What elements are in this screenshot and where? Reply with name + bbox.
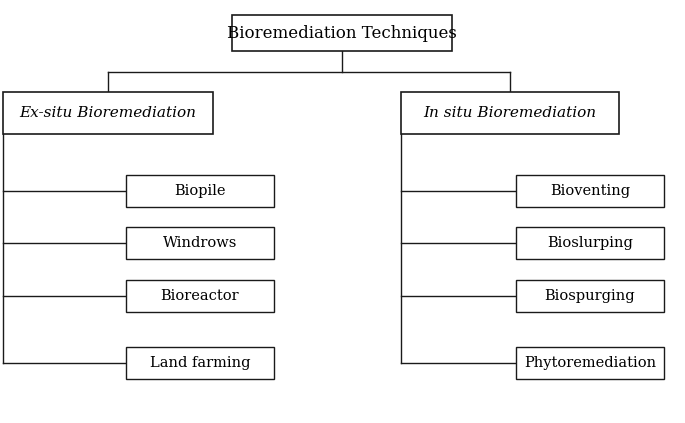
- Text: Bioreactor: Bioreactor: [161, 289, 239, 303]
- Text: Bioremediation Techniques: Bioremediation Techniques: [227, 25, 457, 41]
- FancyBboxPatch shape: [126, 280, 274, 312]
- Text: Ex-situ Bioremediation: Ex-situ Bioremediation: [19, 106, 197, 120]
- FancyBboxPatch shape: [3, 92, 213, 134]
- FancyBboxPatch shape: [516, 347, 664, 379]
- FancyBboxPatch shape: [126, 227, 274, 259]
- Text: Bioventing: Bioventing: [550, 184, 630, 198]
- FancyBboxPatch shape: [126, 347, 274, 379]
- FancyBboxPatch shape: [516, 175, 664, 207]
- FancyBboxPatch shape: [232, 15, 452, 51]
- FancyBboxPatch shape: [401, 92, 619, 134]
- FancyBboxPatch shape: [516, 280, 664, 312]
- Text: Phytoremediation: Phytoremediation: [524, 356, 656, 370]
- Text: Land farming: Land farming: [150, 356, 250, 370]
- FancyBboxPatch shape: [126, 175, 274, 207]
- Text: Biopile: Biopile: [174, 184, 226, 198]
- Text: In situ Bioremediation: In situ Bioremediation: [423, 106, 597, 120]
- Text: Bioslurping: Bioslurping: [547, 236, 633, 250]
- Text: Windrows: Windrows: [163, 236, 237, 250]
- FancyBboxPatch shape: [516, 227, 664, 259]
- Text: Biospurging: Biospurging: [545, 289, 635, 303]
